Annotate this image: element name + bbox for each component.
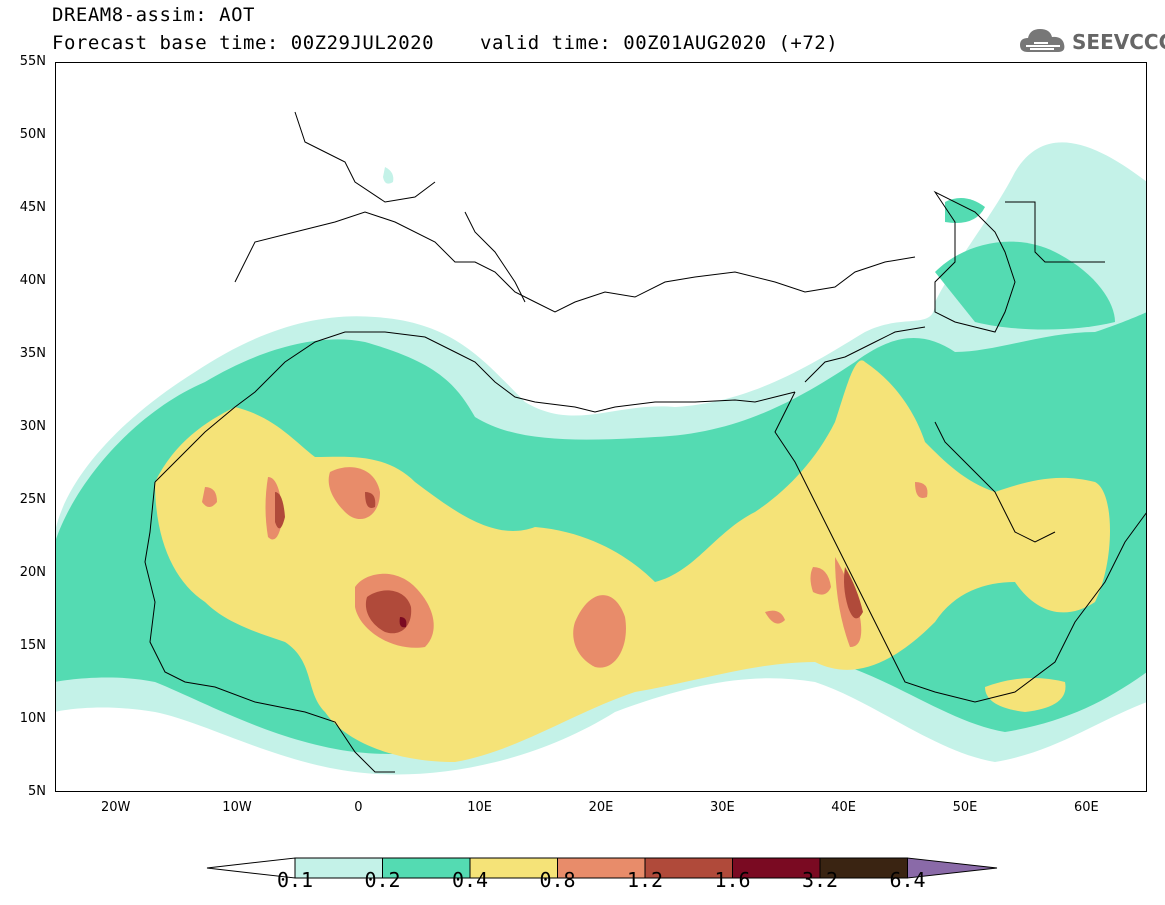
lon-label: 60E xyxy=(1073,800,1099,815)
lat-label: 5N xyxy=(28,784,46,799)
seevccc-logo: SEEVCCC xyxy=(1018,24,1165,58)
valid-time: valid time: 00Z01AUG2020 (+72) xyxy=(480,32,839,54)
chart-title: DREAM8-assim: AOT xyxy=(52,4,255,26)
lon-label: 30E xyxy=(709,800,735,815)
lat-label: 35N xyxy=(19,346,46,361)
colorbar-label: 0.2 xyxy=(364,868,401,892)
lat-label: 15N xyxy=(19,638,46,653)
lon-label: 40E xyxy=(831,800,857,815)
aot-contour-1.6 xyxy=(399,617,407,628)
logo-text: SEEVCCC xyxy=(1072,30,1165,54)
aot-map xyxy=(55,62,1147,792)
colorbar-label: 0.1 xyxy=(276,868,314,892)
colorbar-label: 1.2 xyxy=(626,868,664,892)
lat-label: 45N xyxy=(19,200,46,215)
lat-label: 25N xyxy=(19,492,46,507)
map-canvas xyxy=(55,62,1147,792)
lat-label: 40N xyxy=(19,273,46,288)
lat-label: 30N xyxy=(19,419,46,434)
lon-label: 10E xyxy=(467,800,493,815)
lat-label: 20N xyxy=(19,565,46,580)
cloud-icon xyxy=(1020,29,1065,52)
colorbar-label: 1.6 xyxy=(714,868,751,892)
forecast-base-time: Forecast base time: 00Z29JUL2020 xyxy=(52,32,435,54)
lon-label: 0 xyxy=(354,800,363,815)
coastlines xyxy=(144,111,1147,773)
colorbar-over-arrow xyxy=(907,857,998,879)
lat-label: 10N xyxy=(19,711,46,726)
lon-label: 20W xyxy=(100,800,131,815)
colorbar-label: 0.8 xyxy=(539,868,576,892)
aot-contour-0.4 xyxy=(155,360,1110,762)
lat-label: 55N xyxy=(19,54,46,69)
lat-label: 50N xyxy=(19,127,46,142)
colorbar-label: 6.4 xyxy=(889,868,926,892)
colorbar xyxy=(206,857,998,879)
lon-label: 10W xyxy=(222,800,252,815)
map-frame xyxy=(55,62,1147,792)
colorbar-label: 0.4 xyxy=(451,868,489,892)
lon-label: 50E xyxy=(952,800,978,815)
colorbar-label: 3.2 xyxy=(801,868,839,892)
lon-label: 20E xyxy=(588,800,614,815)
